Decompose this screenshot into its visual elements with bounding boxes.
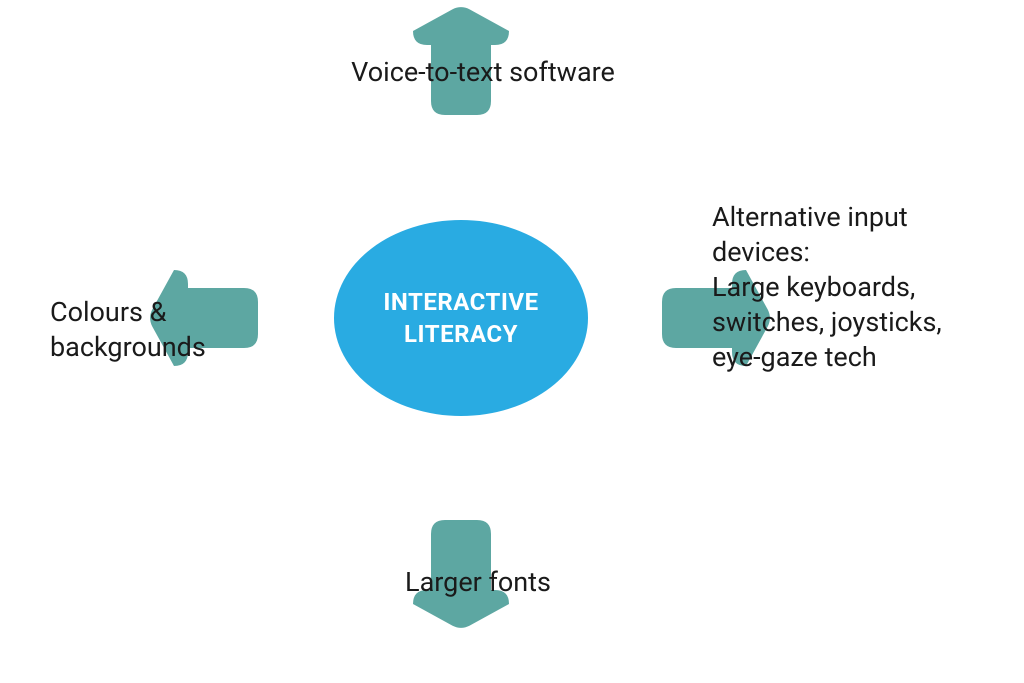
label-bottom: Larger fonts [378, 565, 578, 600]
center-node: INTERACTIVE LITERACY [334, 220, 588, 416]
label-left-text: Colours & backgrounds [50, 296, 206, 363]
label-right: Alternative input devices: Large keyboar… [712, 200, 977, 375]
label-top: Voice-to-text software [323, 55, 643, 90]
label-bottom-text: Larger fonts [405, 566, 551, 598]
label-right-text: Alternative input devices: Large keyboar… [712, 201, 942, 373]
label-left: Colours & backgrounds [50, 295, 240, 365]
center-text-line2: LITERACY [404, 320, 518, 348]
label-top-text: Voice-to-text software [351, 56, 615, 88]
diagram-canvas: INTERACTIVE LITERACY Voice-to-text softw… [0, 0, 1024, 683]
center-text-line1: INTERACTIVE [383, 288, 538, 316]
